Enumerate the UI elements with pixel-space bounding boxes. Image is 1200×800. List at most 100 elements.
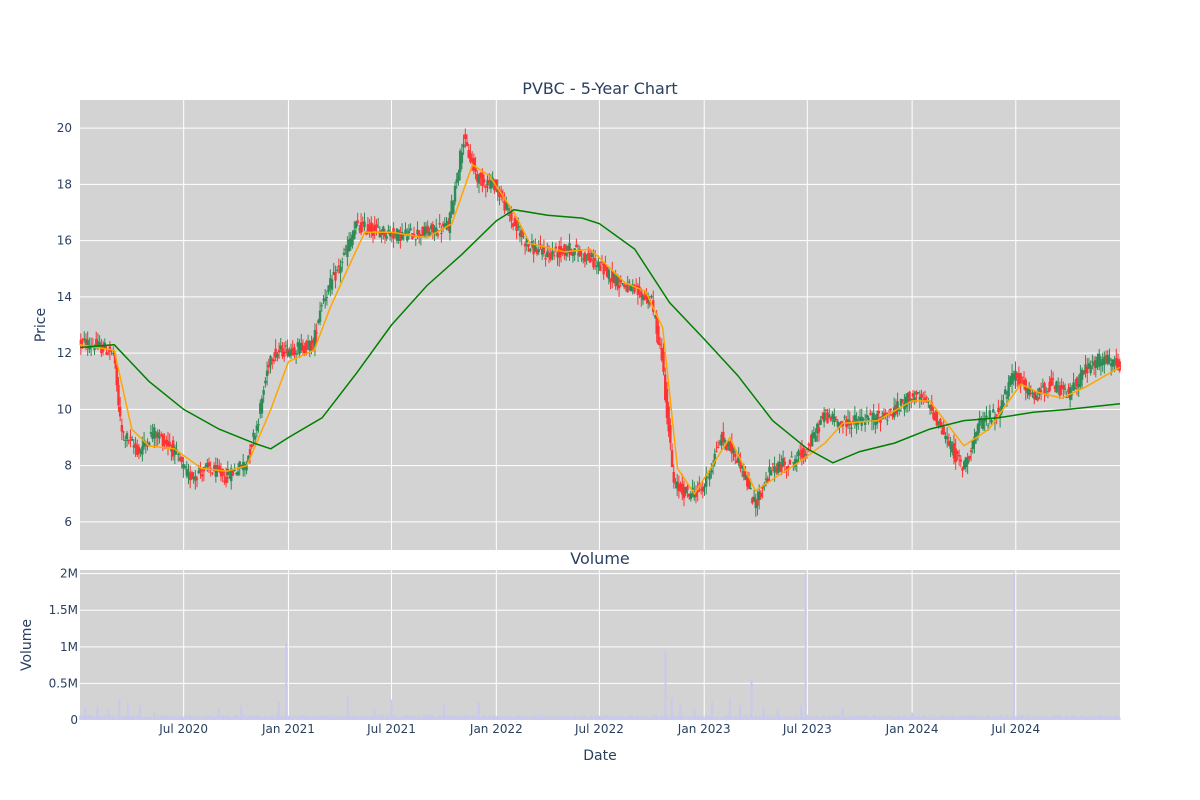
volume-bar bbox=[669, 716, 671, 720]
volume-plot-area bbox=[80, 570, 1120, 720]
volume-bar bbox=[459, 716, 462, 720]
volume-bar bbox=[151, 716, 153, 720]
candle-body bbox=[414, 239, 417, 241]
volume-bar bbox=[546, 716, 548, 720]
candle-body bbox=[378, 231, 382, 238]
candle-body bbox=[424, 230, 428, 234]
candle-body bbox=[776, 462, 780, 474]
candle-body bbox=[821, 415, 824, 419]
candle-body bbox=[253, 436, 257, 440]
volume-bar bbox=[345, 717, 348, 720]
candle-body bbox=[797, 450, 800, 456]
volume-bar bbox=[654, 716, 656, 720]
volume-bar bbox=[615, 716, 618, 720]
candle-body bbox=[537, 249, 540, 253]
volume-bar bbox=[555, 716, 557, 720]
volume-bar bbox=[924, 717, 926, 720]
volume-bar bbox=[631, 715, 634, 720]
volume-bar bbox=[1051, 715, 1053, 720]
volume-bar bbox=[130, 716, 132, 720]
candle-body bbox=[1082, 371, 1086, 375]
candle-body bbox=[696, 489, 699, 493]
volume-bar bbox=[916, 717, 918, 720]
volume-bar bbox=[606, 714, 609, 720]
candle-body bbox=[511, 223, 515, 227]
volume-bar bbox=[380, 714, 382, 720]
candle-body bbox=[840, 421, 843, 425]
candle-body bbox=[853, 415, 857, 421]
candle-body bbox=[105, 352, 108, 355]
volume-bar bbox=[1022, 715, 1024, 720]
candle-body bbox=[1058, 385, 1062, 396]
volume-bar bbox=[497, 715, 499, 720]
price-tick-label: 16 bbox=[57, 234, 72, 248]
candle-body bbox=[214, 465, 218, 477]
volume-bar bbox=[326, 715, 328, 720]
candle-body bbox=[303, 345, 306, 353]
volume-bar bbox=[702, 715, 704, 720]
volume-bar bbox=[703, 716, 705, 720]
volume-bar bbox=[356, 715, 358, 720]
candle-body bbox=[329, 278, 332, 289]
volume-bar bbox=[1102, 716, 1104, 720]
candle-body bbox=[139, 450, 142, 454]
candle-body bbox=[672, 471, 675, 483]
volume-bar bbox=[315, 716, 317, 720]
candle-body bbox=[274, 348, 277, 358]
volume-bar bbox=[1113, 715, 1115, 720]
candle-body bbox=[988, 410, 992, 419]
volume-bar bbox=[367, 716, 369, 720]
candle-body bbox=[1041, 386, 1045, 388]
candle-body bbox=[634, 285, 638, 288]
candle-body bbox=[488, 180, 491, 183]
volume-bar bbox=[227, 715, 229, 720]
volume-bar bbox=[785, 717, 787, 720]
volume-bar bbox=[191, 715, 193, 720]
candle-body bbox=[1068, 387, 1072, 400]
candle-body bbox=[406, 236, 409, 241]
volume-bar bbox=[888, 716, 890, 720]
volume-bar bbox=[819, 717, 822, 720]
volume-bar bbox=[484, 715, 487, 720]
candle-body bbox=[190, 472, 194, 480]
volume-bar bbox=[159, 715, 161, 720]
volume-bar bbox=[446, 716, 448, 720]
volume-bar bbox=[570, 717, 572, 720]
volume-bar bbox=[852, 717, 855, 720]
volume-bar bbox=[633, 716, 635, 720]
volume-bar bbox=[116, 715, 119, 720]
candle-body bbox=[392, 228, 395, 239]
volume-bar bbox=[491, 715, 493, 720]
candle-body bbox=[599, 265, 602, 271]
candle-body bbox=[141, 446, 144, 455]
volume-bar bbox=[887, 714, 889, 720]
candle-body bbox=[390, 235, 394, 237]
volume-bar bbox=[811, 716, 814, 720]
candle-body bbox=[228, 477, 231, 479]
volume-bar bbox=[691, 715, 693, 720]
volume-bar bbox=[655, 714, 657, 720]
candle-body bbox=[1063, 388, 1067, 390]
volume-bar bbox=[213, 716, 216, 720]
candle-body bbox=[631, 284, 634, 286]
volume-bar bbox=[342, 716, 344, 720]
volume-spike-bar bbox=[670, 698, 673, 720]
candle-body bbox=[843, 416, 846, 418]
volume-bar bbox=[938, 716, 940, 720]
volume-bar bbox=[601, 717, 603, 720]
candle-body bbox=[804, 454, 807, 456]
volume-bar bbox=[470, 716, 472, 720]
volume-bar bbox=[494, 715, 496, 720]
candle-body bbox=[1101, 358, 1104, 365]
candle-body bbox=[939, 418, 942, 427]
volume-bar bbox=[865, 716, 867, 720]
volume-bar bbox=[363, 717, 365, 720]
candle-body bbox=[230, 468, 233, 482]
volume-bar bbox=[284, 714, 286, 720]
volume-bar bbox=[707, 716, 709, 720]
candle-body bbox=[322, 299, 325, 301]
candle-body bbox=[1015, 372, 1019, 379]
candle-body bbox=[547, 253, 551, 255]
volume-bar bbox=[399, 717, 401, 720]
volume-bar bbox=[635, 716, 637, 720]
